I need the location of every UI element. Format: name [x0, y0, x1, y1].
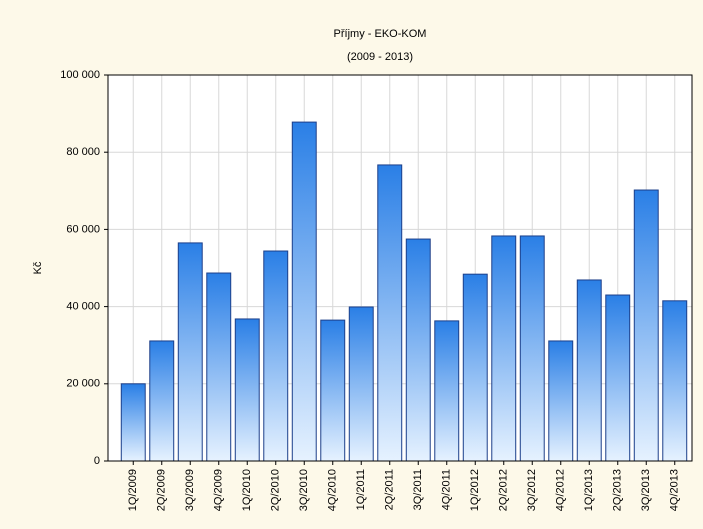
bar	[462, 273, 488, 462]
x-tick-label: 2Q/2011	[384, 469, 396, 510]
bar	[491, 235, 517, 462]
x-tick-label: 4Q/2009	[213, 469, 225, 511]
plot-frame	[107, 74, 693, 462]
bar	[576, 279, 602, 462]
bar	[149, 340, 175, 462]
x-tick-label: 3Q/2011	[412, 469, 424, 510]
x-tick-label: 4Q/2010	[327, 469, 339, 511]
bar	[320, 319, 346, 462]
bar	[662, 300, 688, 462]
y-tick-label: 80 000	[66, 146, 100, 158]
x-tick-label: 1Q/2012	[469, 469, 481, 511]
x-tick-label: 3Q/2010	[298, 469, 310, 511]
x-tick-label: 4Q/2011	[441, 469, 453, 510]
bar	[405, 238, 431, 462]
y-tick-label: 0	[94, 455, 100, 467]
chart-subtitle: (2009 - 2013)	[347, 51, 413, 63]
x-tick-label: 4Q/2012	[555, 469, 567, 511]
bar	[519, 235, 545, 462]
bar	[234, 318, 260, 462]
bar	[605, 294, 631, 462]
x-tick-label: 2Q/2013	[612, 469, 624, 511]
bar	[206, 272, 232, 462]
bar	[348, 306, 374, 462]
chart-title: Příjmy - EKO-KOM	[334, 28, 427, 40]
y-tick-label: 100 000	[60, 69, 100, 81]
bar	[177, 242, 203, 462]
x-tick-label: 3Q/2012	[526, 469, 538, 511]
y-tick-label: 40 000	[66, 301, 100, 313]
x-tick-label: 4Q/2013	[669, 469, 681, 511]
bar	[291, 121, 317, 462]
x-tick-label: 2Q/2012	[498, 469, 510, 511]
x-tick-label: 1Q/2010	[241, 469, 253, 511]
bar	[120, 383, 146, 462]
bar	[377, 164, 403, 462]
y-axis-label: Kč	[32, 261, 44, 274]
y-tick-label: 20 000	[66, 378, 100, 390]
y-tick-label: 60 000	[66, 223, 100, 235]
x-tick-label: 1Q/2011	[355, 469, 367, 510]
x-tick-label: 1Q/2009	[127, 469, 139, 511]
x-tick-label: 1Q/2013	[583, 469, 595, 511]
x-tick-label: 2Q/2010	[270, 469, 282, 511]
x-tick-label: 3Q/2013	[640, 469, 652, 511]
x-tick-label: 3Q/2009	[184, 469, 196, 511]
bar	[548, 340, 574, 462]
bar	[633, 189, 659, 462]
x-tick-label: 2Q/2009	[156, 469, 168, 511]
bar	[263, 250, 289, 462]
bar	[434, 320, 460, 462]
